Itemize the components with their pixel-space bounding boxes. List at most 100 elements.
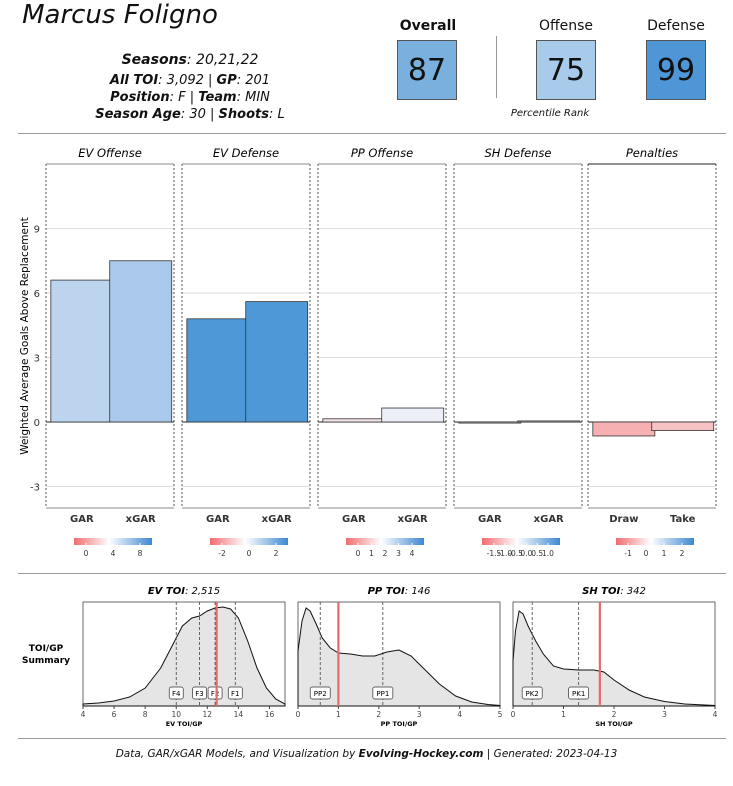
x-tick-label: 4 (713, 710, 718, 719)
panel-penalties: Penalties Draw Take -1 0 1 2 (587, 146, 717, 558)
legend-tick-label: 1.0 (542, 549, 554, 558)
legend-tick-label: -0.5 (508, 549, 523, 558)
x-tick-label: Draw (609, 514, 638, 525)
x-tick-label: GAR (206, 514, 230, 525)
toi-panel-title: EV TOI: 2,515 (148, 586, 220, 597)
x-tick-label: 2 (612, 710, 617, 719)
x-tick-label: 0 (296, 710, 301, 719)
toi-panel-pp-toi: PP TOI: 146 PP2 PP1 0 1 2 3 4 5 PP TOI/GP (296, 586, 503, 728)
toi-title-value: : 146 (405, 586, 431, 597)
role-marker-label: PP1 (376, 690, 389, 698)
gp-label: GP (216, 73, 237, 88)
x-tick-label: Take (670, 514, 696, 525)
y-axis-title: Weighted Average Goals Above Replacement (19, 217, 31, 455)
toi-panel-title: SH TOI: 342 (582, 586, 646, 597)
role-marker-label: F2 (211, 690, 219, 698)
offense-rank-box: 75 (536, 40, 596, 100)
panel-title: Penalties (626, 146, 678, 160)
x-tick-label: GAR (342, 514, 366, 525)
color-legend-bar (346, 538, 424, 545)
role-marker-box (568, 686, 590, 700)
shoots-label: Shoots (218, 107, 269, 122)
legend-tick-label: -1 (624, 549, 632, 558)
role-marker-box (521, 686, 543, 700)
color-legend-bar (482, 538, 560, 545)
toi-label: All TOI (109, 73, 159, 88)
legend-tick-label: 0 (247, 549, 252, 558)
shoots-value: : L (268, 107, 285, 122)
legend-tick-label: 1 (662, 549, 667, 558)
x-tick-label: 3 (662, 710, 667, 719)
toi-title-label: EV TOI (148, 586, 185, 597)
legend-tick-label: 0.5 (531, 549, 543, 558)
color-legend-bar (210, 538, 288, 545)
legend-tick-label: 0 (644, 549, 649, 558)
bar-gar (458, 421, 522, 424)
bar-gar (186, 318, 250, 423)
x-tick-label: 14 (234, 710, 244, 719)
toi-title-value: : 342 (620, 586, 646, 597)
legend-tick-label: 4 (111, 549, 116, 558)
panel-title: EV Offense (78, 146, 142, 160)
toi-divider (18, 573, 726, 574)
bar-xgar (381, 407, 445, 423)
toi-title-label: PP TOI (368, 586, 405, 597)
overall-rank-title: Overall (399, 18, 457, 34)
team-label: Team (198, 90, 237, 105)
team-value: : MIN (236, 90, 270, 105)
bar-take (651, 421, 715, 432)
position-label: Position (110, 90, 170, 105)
header-divider (18, 133, 726, 134)
position-value: : F | (169, 90, 199, 105)
legend-tick-label: 2 (680, 549, 685, 558)
x-tick-label: GAR (478, 514, 502, 525)
y-tick-label: 3 (34, 354, 40, 365)
role-marker-label: PK2 (526, 690, 539, 698)
footer-text-2: | Generated: 2023-04-13 (483, 748, 618, 760)
panel-pp-offense: PP Offense GAR xGAR 0 1 2 3 4 (317, 146, 447, 558)
legend-tick-label: 1 (369, 549, 374, 558)
legend-tick-label: 4 (410, 549, 415, 558)
x-axis-label: PP TOI/GP (381, 720, 418, 728)
y-tick-label: 9 (34, 225, 40, 236)
legend-tick-label: 2 (383, 549, 388, 558)
toi-line: All TOI: 3,092 | GP: 201 (70, 73, 310, 88)
legend-tick-label: 2 (274, 549, 279, 558)
x-tick-label: 10 (171, 710, 181, 719)
legend-tick-label: -1.0 (497, 549, 512, 558)
x-tick-label: 3 (417, 710, 422, 719)
bar-xgar (517, 420, 581, 423)
role-marker-box (309, 686, 331, 700)
x-tick-label: 8 (143, 710, 148, 719)
toi-title-value: : 2,515 (185, 586, 220, 597)
legend-tick-label: -2 (218, 549, 226, 558)
bar-draw (592, 421, 656, 437)
role-marker-label: F1 (231, 690, 239, 698)
gp-value: : 201 (236, 73, 271, 88)
panel-sh-defense: SH Defense GAR xGAR -1.5-1.0-0.50.00.51.0 (453, 146, 583, 558)
panel-title: SH Defense (484, 146, 551, 160)
x-axis-label: SH TOI/GP (595, 720, 632, 728)
x-tick-label: 1 (336, 710, 341, 719)
density-area (82, 606, 286, 707)
y-tick-label: 6 (34, 289, 40, 300)
role-marker-label: F3 (195, 690, 203, 698)
x-tick-label: 2 (376, 710, 381, 719)
role-marker-box (192, 686, 207, 700)
legend-tick-label: 0 (84, 549, 89, 558)
legend-tick-label: 3 (396, 549, 401, 558)
seasons-label: Seasons (121, 52, 187, 68)
bar-gar (322, 418, 386, 423)
offense-rank-title: Offense (538, 18, 594, 34)
x-tick-label: xGAR (534, 514, 564, 525)
row-label-line-2: Summary (22, 656, 70, 666)
toi-title-label: SH TOI (582, 586, 620, 597)
x-tick-label: xGAR (398, 514, 428, 525)
color-legend-bar (616, 538, 694, 545)
toi-value: : 3,092 | (158, 73, 217, 88)
x-tick-label: 0 (511, 710, 516, 719)
panel-title: PP Offense (351, 146, 413, 160)
footer-text-1: Data, GAR/xGAR Models, and Visualization… (115, 748, 359, 760)
row-label-line-1: TOI/GP (29, 644, 64, 654)
